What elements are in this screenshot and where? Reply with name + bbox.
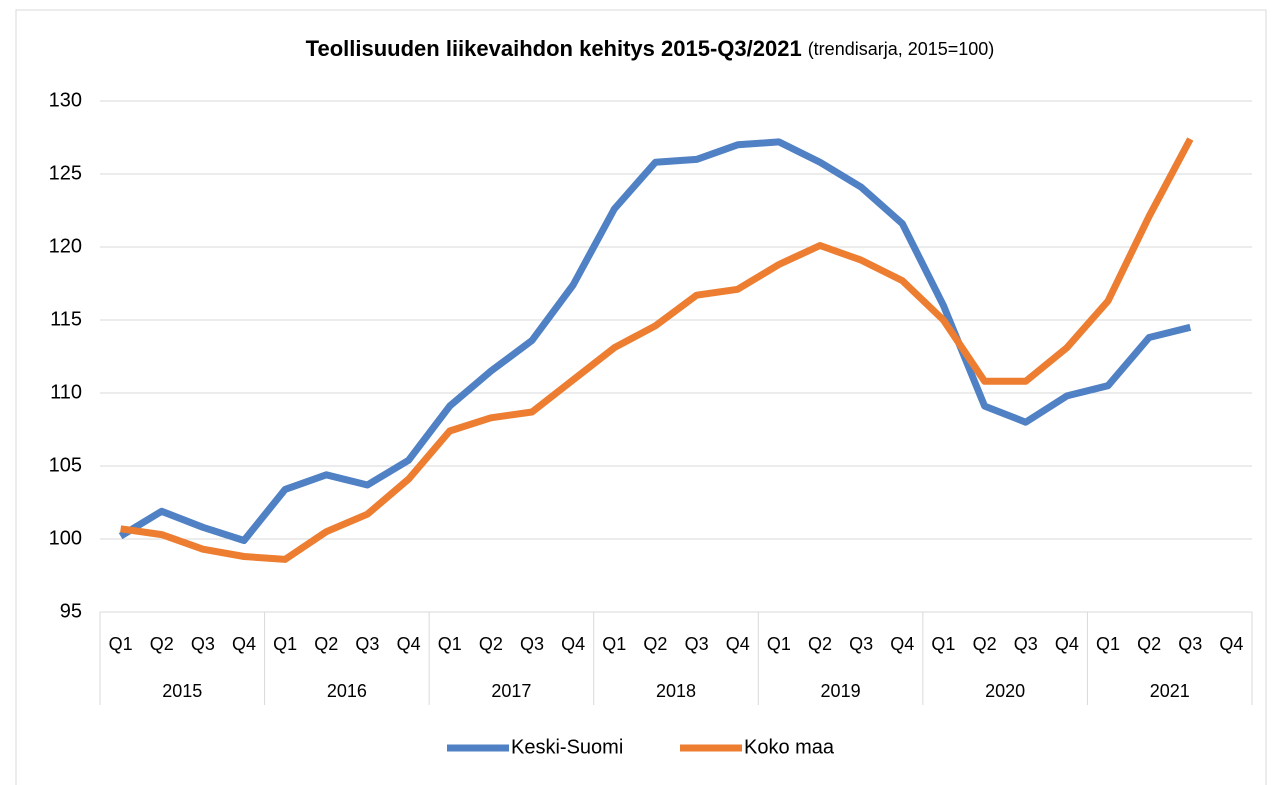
chart-frame [15, 9, 1267, 785]
x-tick-label: Q1 [438, 634, 462, 654]
x-group-label: 2016 [327, 681, 367, 701]
x-tick-label: Q2 [1137, 634, 1161, 654]
x-tick-label: Q1 [931, 634, 955, 654]
x-tick-label: Q3 [849, 634, 873, 654]
x-tick-label: Q2 [314, 634, 338, 654]
x-tick-label: Q3 [1014, 634, 1038, 654]
x-tick-label: Q4 [1055, 634, 1079, 654]
x-tick-label: Q1 [602, 634, 626, 654]
x-group-label: 2019 [821, 681, 861, 701]
x-tick-label: Q3 [685, 634, 709, 654]
x-tick-label: Q4 [1219, 634, 1243, 654]
x-tick-label: Q3 [1178, 634, 1202, 654]
chart-heading: Teollisuuden liikevaihdon kehitys 2015-Q… [306, 36, 995, 61]
x-tick-label: Q3 [191, 634, 215, 654]
x-tick-label: Q2 [643, 634, 667, 654]
chart-subtitle: (trendisarja, 2015=100) [808, 39, 995, 59]
legend-label: Keski-Suomi [511, 736, 623, 758]
x-group-label: 2020 [985, 681, 1025, 701]
y-tick-label: 125 [49, 162, 82, 184]
y-tick-label: 95 [60, 600, 82, 622]
x-group-label: 2015 [162, 681, 202, 701]
x-tick-label: Q4 [397, 634, 421, 654]
y-tick-label: 130 [49, 89, 82, 111]
y-tick-label: 120 [49, 235, 82, 257]
x-group-label: 2021 [1150, 681, 1190, 701]
x-tick-label: Q1 [273, 634, 297, 654]
x-group-label: 2017 [491, 681, 531, 701]
x-tick-label: Q4 [232, 634, 256, 654]
x-tick-label: Q3 [520, 634, 544, 654]
x-tick-label: Q4 [561, 634, 585, 654]
x-tick-label: Q1 [1096, 634, 1120, 654]
x-tick-label: Q1 [767, 634, 791, 654]
x-tick-label: Q4 [890, 634, 914, 654]
y-tick-label: 105 [49, 454, 82, 476]
x-tick-label: Q2 [808, 634, 832, 654]
series-line [120, 137, 1194, 563]
x-tick-label: Q3 [355, 634, 379, 654]
x-group-label: 2018 [656, 681, 696, 701]
y-tick-label: 110 [50, 381, 82, 403]
x-tick-label: Q2 [973, 634, 997, 654]
y-tick-label: 115 [50, 308, 82, 330]
chart-title: Teollisuuden liikevaihdon kehitys 2015-Q… [306, 36, 802, 61]
series-line [118, 138, 1192, 544]
x-tick-label: Q2 [150, 634, 174, 654]
x-tick-label: Q2 [479, 634, 503, 654]
x-tick-label: Q4 [726, 634, 750, 654]
legend-label: Koko maa [744, 736, 835, 758]
x-tick-label: Q1 [109, 634, 133, 654]
y-tick-label: 100 [49, 527, 82, 549]
